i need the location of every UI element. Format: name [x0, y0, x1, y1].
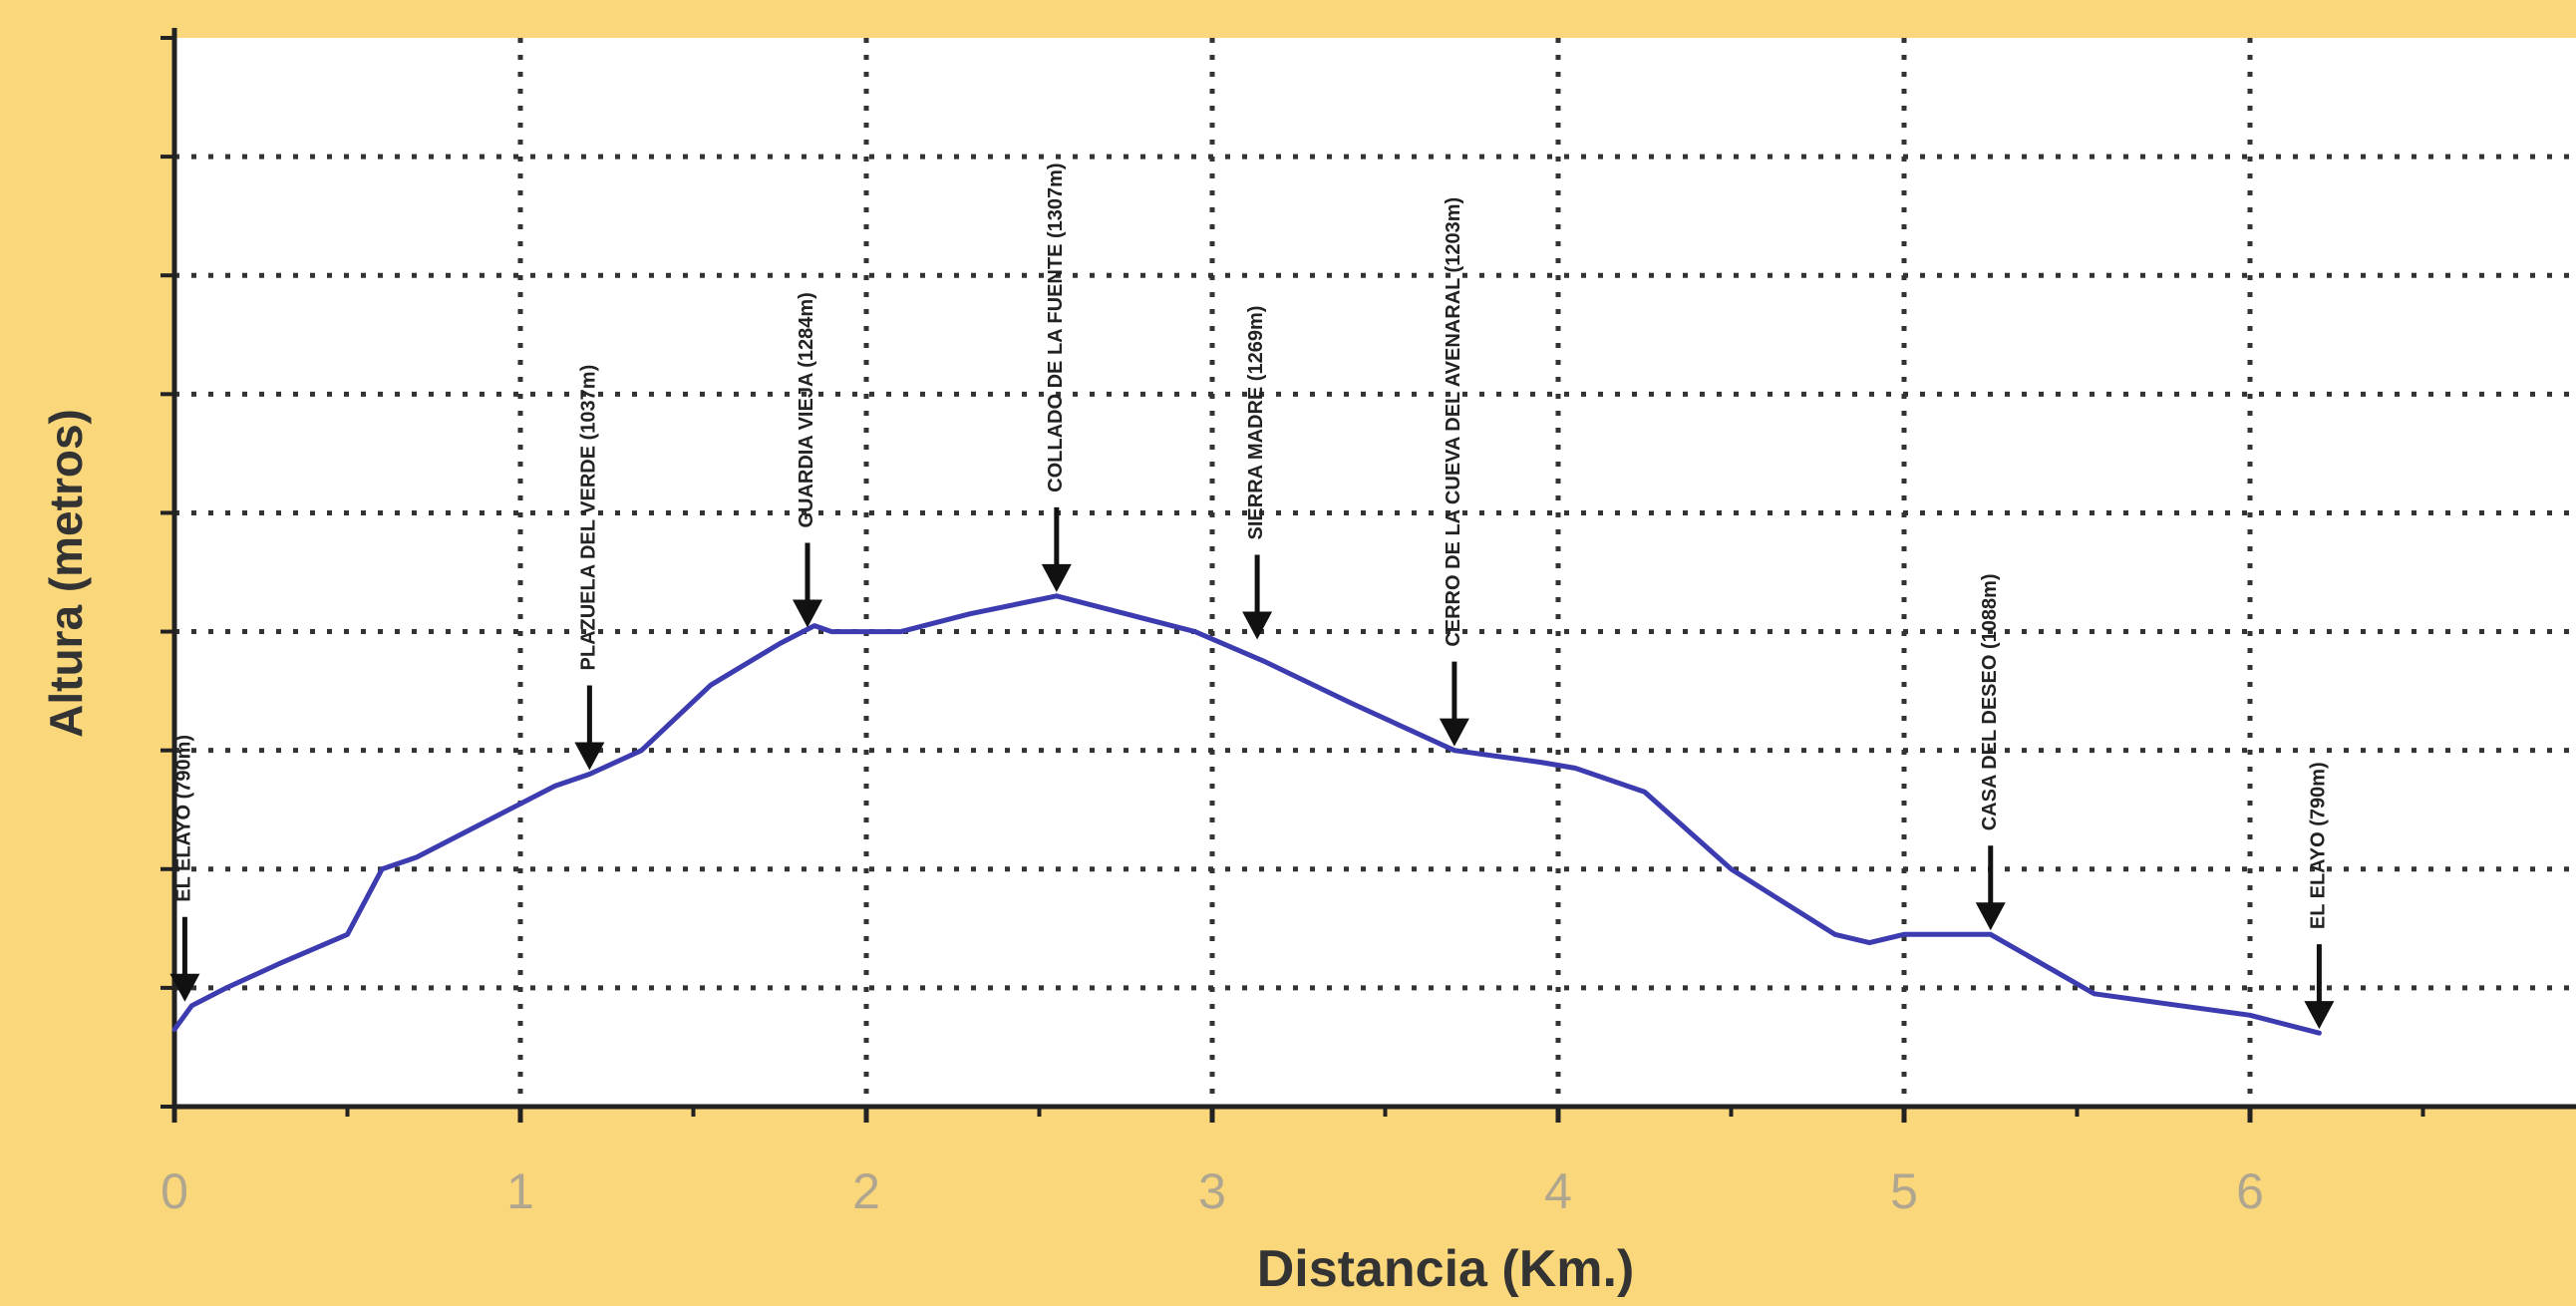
waypoint-annotation: PLAZUELA DEL VERDE (1037m): [574, 365, 605, 771]
waypoint-label: PLAZUELA DEL VERDE (1037m): [577, 365, 599, 671]
plot-area: [174, 38, 2576, 1107]
x-tick-label: 4: [1544, 1163, 1572, 1219]
waypoint-label: GUARDIA VIEJA (1284m): [796, 292, 817, 527]
waypoint-annotation: SIERRA MADRE (1269m): [1242, 306, 1273, 640]
x-tick-label: 1: [506, 1163, 534, 1219]
waypoint-annotation: EL ELAYO (790m): [169, 735, 200, 1002]
waypoint-label: COLLADO DE LA FUENTE (1307m): [1045, 163, 1067, 491]
waypoint-arrow-head: [1041, 563, 1072, 592]
waypoint-annotation: EL ELAYO (790m): [2304, 762, 2335, 1030]
x-tick-label: 0: [161, 1163, 188, 1219]
waypoint-annotation: CASA DEL DESEO (1088m): [1975, 573, 2006, 931]
x-tick-label: 6: [2236, 1163, 2264, 1219]
line-layer: [171, 593, 2322, 1036]
x-axis-label: Distancia (Km.): [1257, 1240, 1635, 1298]
waypoint-arrow-head: [2304, 1001, 2335, 1030]
waypoint-label: SIERRA MADRE (1269m): [1245, 306, 1267, 540]
waypoint-annotation: CERRO DE LA CUEVA DEL AVENARAL (1203m): [1439, 197, 1469, 747]
waypoint-label: EL ELAYO (790m): [172, 735, 194, 902]
x-tick-label: 5: [1890, 1163, 1918, 1219]
elevation-profile-line: [171, 593, 2322, 1036]
x-tick-label: 2: [852, 1163, 880, 1219]
waypoint-arrow-head: [1975, 902, 2006, 931]
waypoint-annotation: GUARDIA VIEJA (1284m): [793, 292, 823, 628]
axis-layer: 0 1 2 3 4 5 6: [161, 28, 2576, 1219]
waypoint-arrow-head: [793, 599, 823, 628]
y-axis-label: Altura (metros): [40, 409, 92, 738]
waypoint-arrow-head: [1439, 718, 1469, 747]
waypoint-arrow-head: [1242, 611, 1273, 640]
grid-layer: [174, 38, 2576, 1107]
waypoint-arrow-head: [574, 742, 605, 771]
waypoint-annotation: COLLADO DE LA FUENTE (1307m): [1041, 163, 1072, 592]
waypoint-arrow-head: [169, 973, 200, 1002]
waypoint-label: EL ELAYO (790m): [2307, 762, 2329, 929]
waypoint-label: CERRO DE LA CUEVA DEL AVENARAL (1203m): [1443, 197, 1464, 647]
x-tick-label: 3: [1198, 1163, 1226, 1219]
waypoint-label: CASA DEL DESEO (1088m): [1979, 573, 2001, 830]
annotation-layer: EL ELAYO (790m) PLAZUELA DEL VERDE (1037m…: [169, 163, 2335, 1030]
